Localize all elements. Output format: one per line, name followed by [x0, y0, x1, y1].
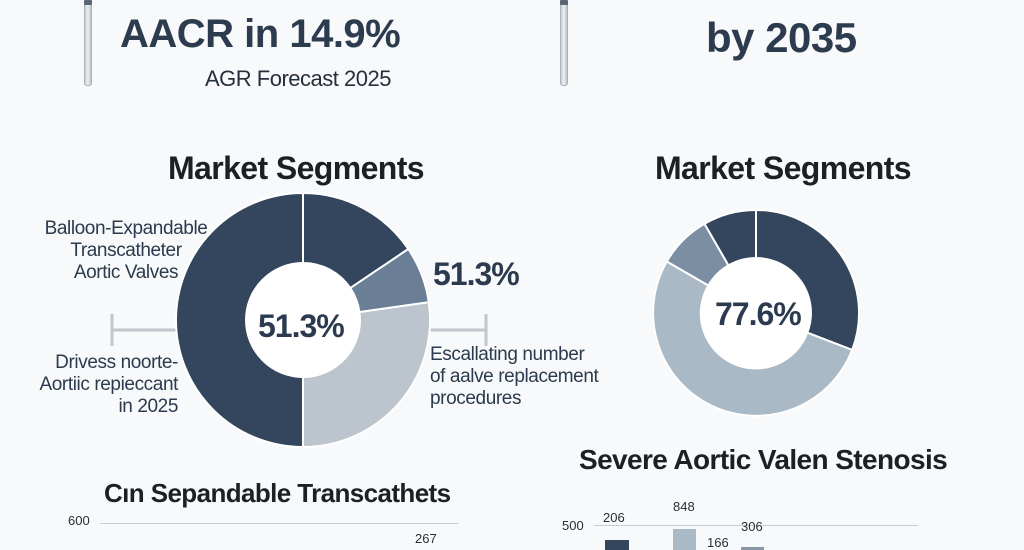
bottom-left-chart-title: Cın Sepandable Transcathets	[104, 478, 451, 508]
headline-by-2035: by 2035	[706, 14, 857, 61]
left-donut-center-value: 51.3%	[258, 308, 345, 344]
bottom-right-bar-1	[605, 540, 629, 550]
bottom-right-chart-title: Severe Aortic Valen Stenosis	[579, 444, 948, 475]
label-drivess: Drivess noorte- Aortiic repieccant in 20…	[39, 352, 178, 417]
label-escallating: Escallating number of aalve replacement …	[430, 344, 599, 409]
bottom-left-bar-value: 267	[415, 531, 437, 546]
bottom-right-bar-value-1: 206	[603, 510, 625, 525]
bottom-right-gridline	[594, 525, 918, 526]
bottom-right-y-tick: 500	[562, 518, 584, 533]
headline-aacr: AACR in 14.9%	[120, 12, 401, 56]
right-donut-segment-2	[652, 260, 854, 417]
bottom-right-bar-value-2: 848	[673, 499, 695, 514]
bottom-right-bar-2	[673, 529, 696, 550]
bottom-right-bar-value-3: 166	[707, 535, 729, 550]
decorative-pin-cap-right	[560, 0, 568, 5]
decorative-pin-cap-left	[84, 0, 92, 5]
label-balloon-expandable: Balloon-Expandable Transcatheter Aortic …	[44, 218, 208, 283]
bottom-right-bar-value-4: 306	[741, 519, 763, 534]
bottom-left-y-tick: 600	[68, 513, 90, 528]
right-section-title: Market Segments	[655, 150, 912, 186]
left-side-percentage: 51.3%	[433, 256, 520, 292]
bottom-left-gridline	[100, 523, 458, 524]
left-section-title: Market Segments	[168, 150, 425, 186]
bottom-right-bar-4	[741, 547, 764, 550]
right-donut-center-value: 77.6%	[715, 296, 802, 332]
subline-agr-forecast: AGR Forecast 2025	[205, 66, 391, 91]
